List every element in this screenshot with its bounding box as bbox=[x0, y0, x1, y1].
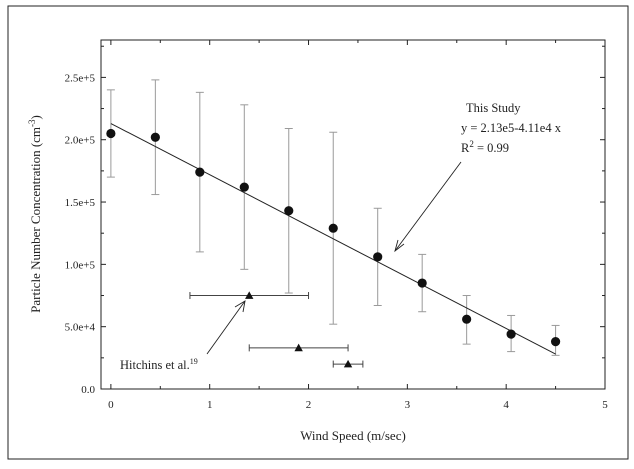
hitchins-label: Hitchins et al.19 bbox=[120, 357, 198, 372]
y-tick-label: 2.5e+5 bbox=[65, 72, 96, 84]
y-tick-label: 2.0e+5 bbox=[65, 135, 96, 147]
y-tick-label: 1.0e+5 bbox=[65, 259, 96, 271]
x-tick-label: 0 bbox=[108, 399, 114, 411]
annotation-r-sup: 2 bbox=[469, 139, 474, 149]
annotation-arrow-head bbox=[394, 239, 405, 253]
circle-point bbox=[550, 337, 561, 347]
annotation-line-1: This Study bbox=[466, 101, 521, 115]
annotation-line-3: R2 = 0.99 bbox=[461, 139, 509, 155]
triangle-point bbox=[245, 291, 254, 299]
outer-border bbox=[7, 5, 629, 460]
circle-point bbox=[328, 223, 338, 233]
y-tick-label: 1.5e+5 bbox=[65, 197, 96, 209]
circle-point bbox=[150, 132, 160, 142]
annotation-hitchins: Hitchins et al.19 bbox=[120, 300, 246, 372]
annotation-arrow-shaft bbox=[394, 161, 462, 252]
circle-point bbox=[239, 182, 249, 192]
x-tick-label: 4 bbox=[503, 399, 509, 411]
annotation-line-2: y = 2.13e5-4.11e4 x bbox=[461, 121, 562, 135]
circle-point bbox=[195, 167, 205, 177]
x-axis-ticks: 0 1 2 3 4 5 bbox=[108, 40, 608, 411]
x-tick-label: 2 bbox=[306, 399, 312, 411]
y-axis-ticks: 0.0 5.0e+4 1.0e+5 1.5e+5 2.0e+5 2.5e+5 bbox=[65, 45, 605, 396]
triangle-point bbox=[294, 343, 303, 352]
regression-line bbox=[110, 123, 556, 355]
y-tick-label: 5.0e+4 bbox=[65, 322, 96, 334]
circle-point bbox=[373, 252, 383, 262]
hitchins-text: Hitchins et al. bbox=[120, 358, 190, 372]
triangle-point bbox=[343, 359, 353, 368]
annotation-r: R bbox=[461, 141, 470, 155]
circle-point bbox=[506, 329, 516, 339]
fit-line bbox=[110, 123, 556, 355]
circle-point bbox=[417, 278, 427, 288]
y-axis-title-main: Particle Number Concentration (cm bbox=[28, 127, 43, 313]
hitchins-arrow-head bbox=[234, 300, 246, 313]
x-tick-label: 5 bbox=[602, 399, 608, 411]
circle-point bbox=[106, 128, 116, 139]
x-axis-title: Wind Speed (m/sec) bbox=[300, 428, 406, 443]
y-axis-title: Particle Number Concentration (cm-3) bbox=[27, 115, 43, 313]
hitchins-arrow-shaft bbox=[206, 300, 246, 355]
x-tick-label: 1 bbox=[207, 399, 213, 411]
y-axis-title-sup: -3 bbox=[27, 119, 37, 127]
data-points bbox=[106, 128, 561, 368]
circle-point bbox=[462, 314, 472, 324]
hitchins-sup: 19 bbox=[190, 357, 198, 366]
annotation-r-value: = 0.99 bbox=[474, 141, 509, 155]
y-tick-label: 0.0 bbox=[81, 384, 95, 396]
x-tick-label: 3 bbox=[405, 399, 411, 411]
plot-area bbox=[100, 39, 606, 390]
y-axis-title-close: ) bbox=[28, 115, 43, 119]
annotation-this-study: This Study y = 2.13e5-4.11e4 x R2 = 0.99 bbox=[394, 101, 562, 253]
circle-point bbox=[284, 206, 294, 216]
